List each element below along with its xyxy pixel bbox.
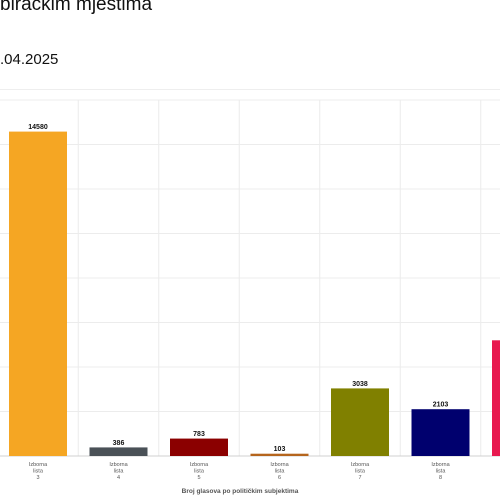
bar-value-label: 2103 (433, 402, 449, 409)
x-tick-label: 8 (439, 475, 442, 481)
bar-value-label: 103 (274, 446, 286, 453)
x-tick-label: lista (33, 469, 44, 475)
chart-grid (0, 99, 500, 457)
bar-value-label: 3038 (352, 381, 368, 388)
x-tick-label: lista (436, 469, 447, 475)
bar (89, 447, 148, 456)
x-tick-label: 3 (36, 475, 39, 481)
bar (492, 340, 500, 456)
x-tick-label: lista (355, 469, 366, 475)
x-tick-label: Izborna (431, 462, 450, 468)
header-divider (0, 89, 500, 90)
chart-x-tick-labels: Izbornalista3Izbornalista4Izbornalista5I… (29, 462, 451, 481)
x-tick-label: 5 (197, 475, 200, 481)
bar (170, 438, 228, 456)
x-tick-label: 4 (117, 475, 120, 481)
bar-value-label: 783 (193, 431, 205, 438)
x-tick-label: Izborna (190, 462, 209, 468)
x-tick-label: Izborna (351, 462, 370, 468)
bar (331, 388, 389, 456)
x-tick-label: 6 (278, 475, 281, 481)
x-tick-label: lista (194, 469, 205, 475)
bar (411, 409, 470, 456)
x-tick-label: lista (114, 469, 125, 475)
x-tick-label: Izborna (270, 462, 289, 468)
bar-value-label: 386 (113, 440, 125, 447)
bar (9, 131, 67, 456)
chart-bars (9, 131, 500, 456)
bar (250, 453, 309, 456)
chart-value-labels: 14580 386 783 103 3038 2103 (28, 124, 448, 453)
date-subtitle: .04.2025 (0, 51, 59, 68)
x-tick-label: 7 (358, 475, 361, 481)
x-tick-label: Izborna (29, 462, 48, 468)
x-tick-label: Izborna (109, 462, 128, 468)
x-tick-label: lista (275, 469, 286, 475)
x-axis-label: Broj glasova po političkim subjektima (182, 488, 299, 495)
page-title: biračkim mjestima (0, 0, 153, 15)
bar-value-label: 14580 (28, 124, 48, 131)
